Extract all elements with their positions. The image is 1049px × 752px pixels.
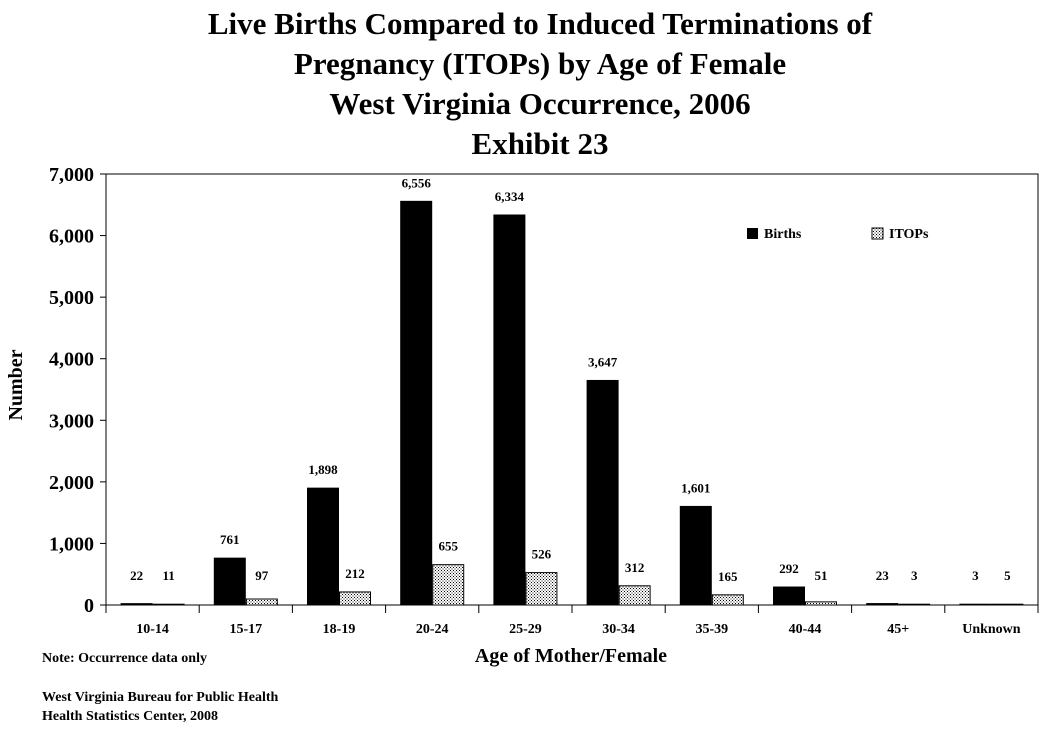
legend-label-itops: ITOPs bbox=[889, 227, 929, 242]
legend-swatch-births bbox=[747, 228, 758, 239]
bar-births-10-14 bbox=[120, 603, 153, 606]
bar-births-35-39 bbox=[679, 505, 712, 606]
x-tick-label: 45+ bbox=[887, 622, 909, 637]
chart-title: Live Births Compared to Induced Terminat… bbox=[0, 4, 1049, 164]
data-label-births: 23 bbox=[876, 568, 890, 583]
bar-births-25-29 bbox=[493, 214, 526, 606]
data-label-itops: 655 bbox=[438, 539, 458, 554]
bar-itops-45+ bbox=[898, 603, 931, 606]
x-tick-label: Unknown bbox=[962, 622, 1021, 637]
data-label-itops: 212 bbox=[345, 566, 365, 581]
x-tick-label: 15-17 bbox=[229, 622, 262, 637]
bar-itops-unknown bbox=[991, 603, 1024, 606]
data-label-births: 3,647 bbox=[588, 354, 618, 369]
bar-births-18-19 bbox=[307, 487, 339, 606]
y-tick-label: 4,000 bbox=[49, 349, 94, 371]
bar-births-20-24 bbox=[400, 200, 433, 606]
legend: Births ITOPs bbox=[747, 227, 929, 242]
plot-area bbox=[105, 173, 1039, 606]
footnote: Note: Occurrence data only bbox=[42, 651, 207, 666]
y-tick-label: 6,000 bbox=[49, 226, 94, 248]
bar-itops-35-39 bbox=[711, 594, 744, 606]
legend-swatch-itops bbox=[871, 227, 884, 240]
y-tick-label: 1,000 bbox=[49, 533, 94, 555]
bar-births-40-44 bbox=[773, 586, 805, 606]
data-label-births: 1,898 bbox=[308, 462, 338, 477]
bar-itops-10-14 bbox=[152, 603, 185, 606]
x-tick-label: 30-34 bbox=[602, 622, 635, 637]
title-line-3: West Virginia Occurrence, 2006 bbox=[329, 86, 751, 121]
x-axis-label: Age of Mother/Female bbox=[475, 645, 667, 667]
y-tick-label: 5,000 bbox=[49, 287, 94, 309]
data-label-itops: 51 bbox=[815, 568, 828, 583]
x-tick-label: 35-39 bbox=[695, 622, 728, 637]
title-line-4: Exhibit 23 bbox=[471, 126, 609, 161]
bar-itops-25-29 bbox=[525, 572, 558, 606]
x-tick-label: 40-44 bbox=[789, 622, 822, 637]
y-tick-label: 0 bbox=[84, 595, 94, 617]
data-label-births: 6,334 bbox=[495, 189, 525, 204]
data-label-itops: 312 bbox=[625, 560, 645, 575]
bar-itops-40-44 bbox=[805, 601, 837, 606]
data-label-births: 1,601 bbox=[681, 480, 710, 495]
bar-births-unknown bbox=[959, 603, 992, 606]
x-tick-label: 20-24 bbox=[416, 622, 449, 637]
data-label-births: 6,556 bbox=[402, 175, 432, 190]
x-tick-label: 10-14 bbox=[136, 622, 169, 637]
data-label-births: 3 bbox=[972, 568, 979, 583]
source-line-1: West Virginia Bureau for Public Health bbox=[42, 690, 279, 705]
x-tick-label: 18-19 bbox=[323, 622, 356, 637]
bar-itops-30-34 bbox=[618, 585, 651, 606]
data-label-itops: 526 bbox=[532, 547, 552, 562]
y-tick-label: 3,000 bbox=[49, 410, 94, 432]
y-tick-label: 2,000 bbox=[49, 472, 94, 494]
legend-label-births: Births bbox=[764, 227, 802, 242]
bar-itops-20-24 bbox=[432, 564, 465, 606]
x-axis: 10-14 15-17 18-19 20-24 25-29 30-34 35-39 40-44… bbox=[105, 605, 1039, 637]
data-label-itops: 3 bbox=[911, 568, 918, 583]
bars bbox=[120, 200, 1024, 606]
data-label-itops: 97 bbox=[255, 568, 269, 583]
data-label-births: 292 bbox=[779, 561, 799, 576]
source-line-2: Health Statistics Center, 2008 bbox=[42, 709, 219, 724]
title-line-1: Live Births Compared to Induced Terminat… bbox=[207, 6, 873, 41]
title-line-2: Pregnancy (ITOPs) by Age of Female bbox=[293, 46, 787, 81]
y-axis-label: Number bbox=[5, 349, 27, 420]
bar-births-15-17 bbox=[213, 557, 246, 606]
data-label-births: 22 bbox=[130, 568, 143, 583]
y-axis: 0 1,000 2,000 3,000 4,000 5,000 6,000 7,000 bbox=[49, 164, 106, 617]
bar-itops-15-17 bbox=[245, 598, 278, 606]
bar-itops-18-19 bbox=[339, 591, 371, 606]
data-label-births: 761 bbox=[220, 532, 240, 547]
value-labels: 22 761 1,898 6,556 6,334 3,647 1,601 292 23 3 11 97… bbox=[130, 175, 1011, 584]
data-label-itops: 165 bbox=[718, 569, 738, 584]
data-label-itops: 11 bbox=[162, 568, 174, 583]
data-label-itops: 5 bbox=[1004, 568, 1011, 583]
y-tick-label: 7,000 bbox=[49, 164, 94, 186]
x-tick-label: 25-29 bbox=[509, 622, 542, 637]
bar-births-30-34 bbox=[586, 379, 619, 606]
bar-births-45+ bbox=[866, 603, 899, 606]
